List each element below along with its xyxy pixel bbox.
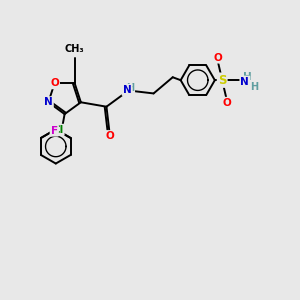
Text: CH₃: CH₃ bbox=[65, 44, 85, 54]
Text: Cl: Cl bbox=[52, 125, 64, 135]
Text: H: H bbox=[243, 72, 252, 82]
Text: O: O bbox=[213, 52, 222, 62]
Text: N: N bbox=[123, 85, 131, 95]
Text: H: H bbox=[126, 82, 134, 93]
Text: H: H bbox=[250, 82, 259, 92]
Text: F: F bbox=[51, 126, 58, 136]
Text: N: N bbox=[241, 77, 249, 87]
Text: O: O bbox=[222, 98, 231, 108]
Text: N: N bbox=[44, 97, 53, 107]
Text: S: S bbox=[218, 74, 226, 87]
Text: O: O bbox=[50, 78, 59, 88]
Text: O: O bbox=[105, 131, 114, 141]
